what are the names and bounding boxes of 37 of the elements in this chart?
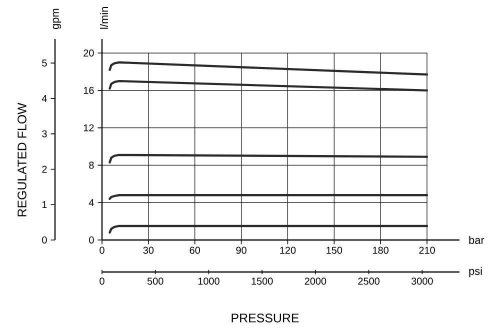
x-tick-label: 0: [100, 246, 104, 254]
x2-axis-title: psi: [469, 266, 482, 278]
x2-tick-label: 1500: [252, 278, 273, 285]
y2-tick-label: 0: [42, 236, 47, 244]
x-tick-label: 120: [280, 246, 296, 254]
x-tick-label: 90: [236, 246, 246, 254]
x-axis-title: bar: [469, 236, 484, 244]
y2-tick-label: 2: [42, 166, 47, 173]
x2-tick-label: 0: [100, 278, 104, 285]
y-tick-label: 16: [84, 86, 94, 94]
x-tick-label: 150: [326, 246, 342, 254]
x-tick-label: 30: [143, 246, 154, 254]
x2-tick-label: 500: [147, 278, 164, 285]
y2-tick-label: 5: [42, 60, 47, 67]
x2-tick-label: 3000: [411, 278, 433, 285]
y2-axis-title: gpm: [52, 8, 62, 30]
x-tick-label: 60: [190, 246, 200, 254]
y2-tick-label: 3: [42, 130, 47, 138]
line-series: [108, 224, 428, 234]
x-tick-label: 210: [419, 246, 435, 254]
y2-tick-label: 1: [42, 201, 47, 208]
y-tick-label: 0: [89, 236, 94, 244]
text: REGULATED FLOW: [18, 102, 26, 216]
y2-tick-label: 4: [42, 95, 47, 102]
text: PRESSURE: [232, 314, 299, 322]
x2-tick-label: 2000: [304, 278, 326, 285]
line-series: [108, 154, 428, 164]
y-axis-title: l/min: [100, 7, 108, 29]
y-tick-label: 4: [88, 199, 94, 206]
y-tick-label: 8: [89, 162, 94, 169]
y-tick-label: 12: [84, 124, 94, 132]
x-tick-label: 180: [373, 246, 388, 254]
y-tick-label: 20: [84, 49, 94, 57]
line-series: [108, 61, 428, 76]
line-series: [108, 80, 428, 92]
x2-tick-label: 1000: [198, 278, 220, 285]
x2-tick-label: 2500: [358, 278, 380, 285]
